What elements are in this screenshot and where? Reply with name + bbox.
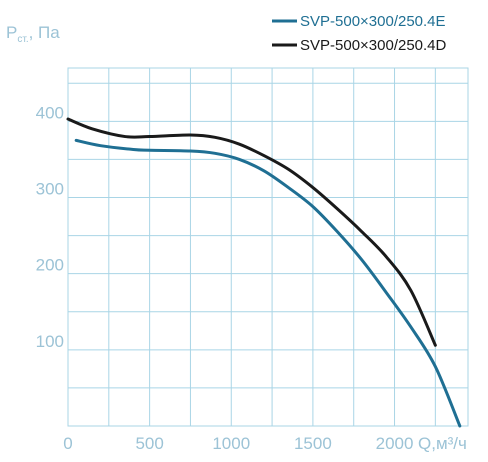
x-axis-label: Q,м³/ч xyxy=(418,434,467,453)
y-axis-label: Pст., Па xyxy=(6,23,60,45)
legend-label-series-1: SVP-500×300/250.4E xyxy=(300,13,446,30)
plot-frame xyxy=(67,67,469,427)
legend: SVP-500×300/250.4E SVP-500×300/250.4D xyxy=(272,13,447,54)
x-tick-label: 2000 xyxy=(376,434,414,453)
grid xyxy=(67,67,469,427)
x-tick-label: 0 xyxy=(63,434,72,453)
y-tick-label: 300 xyxy=(36,179,64,198)
x-tick-label: 1500 xyxy=(294,434,332,453)
y-tick-labels: 100 200 300 400 xyxy=(36,103,64,351)
y-tick-label: 200 xyxy=(36,256,64,275)
y-tick-label: 100 xyxy=(36,332,64,351)
legend-label-series-2: SVP-500×300/250.4D xyxy=(300,37,447,54)
y-tick-label: 400 xyxy=(36,103,64,122)
x-tick-label: 1000 xyxy=(212,434,250,453)
x-tick-label: 500 xyxy=(135,434,163,453)
series-line-2 xyxy=(66,117,437,347)
series-line-1 xyxy=(74,138,462,428)
x-tick-labels: 0 500 1000 1500 2000 xyxy=(63,434,413,453)
series-lines xyxy=(66,117,462,428)
